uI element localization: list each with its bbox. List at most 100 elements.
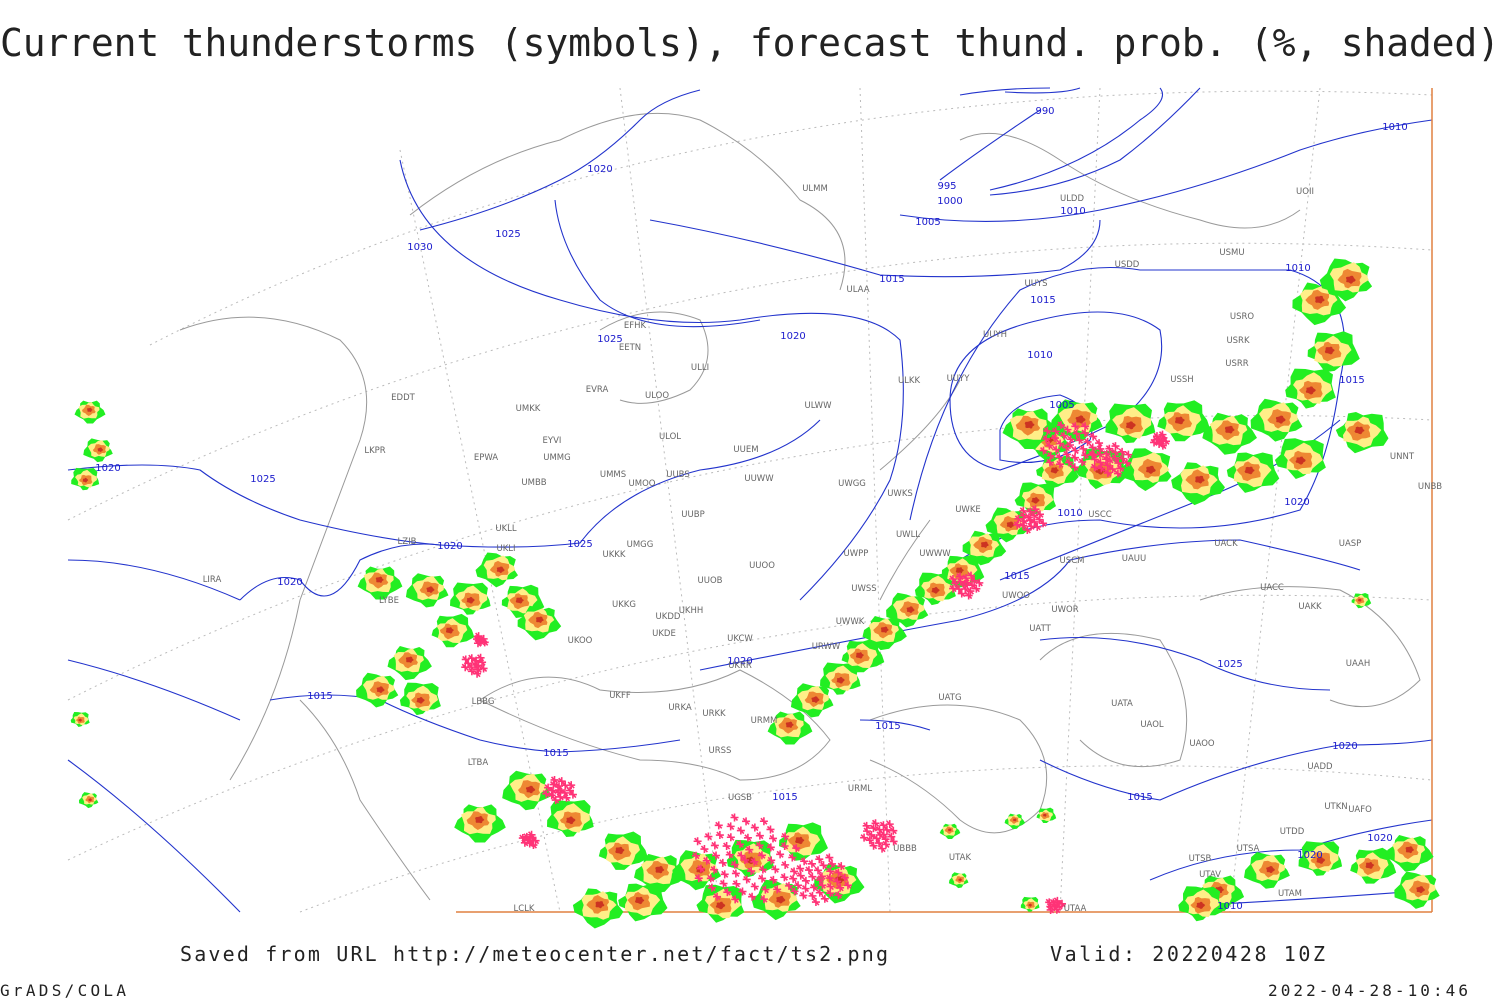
station-label: EFHK bbox=[624, 321, 647, 331]
thunder-symbol bbox=[771, 865, 780, 874]
station-label: UKLI bbox=[496, 544, 515, 554]
station-label: EVRA bbox=[586, 385, 609, 395]
thunder-symbol bbox=[790, 867, 799, 876]
thunder-symbol bbox=[567, 781, 576, 790]
shade-blob bbox=[615, 846, 625, 855]
thunder-symbol bbox=[833, 877, 842, 886]
station-label: UMMS bbox=[600, 470, 626, 480]
valid-time: Valid: 20220428 10Z bbox=[1050, 942, 1325, 966]
thunder-symbol bbox=[1081, 451, 1090, 460]
thunder-symbol bbox=[796, 871, 805, 880]
shade-blob bbox=[1346, 275, 1356, 284]
shade-blob bbox=[515, 597, 524, 604]
station-label: UACK bbox=[1214, 539, 1238, 549]
thunder-symbol bbox=[967, 571, 976, 580]
thunder-symbol bbox=[743, 833, 752, 842]
thunder-symbol bbox=[840, 873, 849, 882]
thunder-symbol bbox=[869, 841, 878, 850]
station-label: USDD bbox=[1115, 260, 1140, 270]
thunder-symbol bbox=[815, 855, 824, 864]
station-label: UATG bbox=[938, 693, 961, 703]
station-label: UATA bbox=[1111, 699, 1133, 709]
isobar-label: 1010 bbox=[1217, 901, 1242, 912]
thunder-symbol bbox=[790, 887, 799, 896]
thunder-symbol bbox=[750, 823, 759, 832]
isobar-label: 1010 bbox=[1382, 122, 1407, 133]
thunder-symbol bbox=[476, 653, 485, 662]
thunder-symbol bbox=[755, 841, 764, 850]
station-label: UUBS bbox=[666, 470, 690, 480]
shade-blob bbox=[1013, 818, 1017, 822]
station-label: UWSS bbox=[851, 584, 876, 594]
thunder-symbol bbox=[1066, 435, 1075, 444]
thunder-symbol bbox=[1057, 899, 1066, 908]
thunder-symbol bbox=[556, 792, 565, 801]
isobar-label: 1010 bbox=[1285, 263, 1310, 274]
station-label: ULMM bbox=[802, 184, 828, 194]
station-label: ULKK bbox=[898, 376, 921, 386]
thunder-symbol bbox=[807, 859, 816, 868]
shade-blob bbox=[811, 696, 820, 703]
isobar-label: 1015 bbox=[875, 721, 900, 732]
shade-blob bbox=[1024, 420, 1035, 429]
thunder-symbol bbox=[799, 891, 808, 900]
shade-blob bbox=[1316, 856, 1326, 864]
station-label: UGSB bbox=[728, 793, 752, 803]
thunder-symbol bbox=[825, 853, 834, 862]
station-label: URKK bbox=[702, 709, 726, 719]
thunder-symbol bbox=[1062, 450, 1071, 459]
thunder-symbol bbox=[955, 572, 964, 581]
station-label: USRO bbox=[1230, 312, 1255, 322]
thunder-symbol bbox=[742, 817, 751, 826]
title: Current thunderstorms (symbols), forecas… bbox=[0, 21, 1500, 65]
thunder-symbol bbox=[527, 830, 536, 839]
isobar-label: 1020 bbox=[1332, 741, 1357, 752]
thunder-symbol bbox=[1042, 434, 1051, 443]
station-label: LIRA bbox=[203, 575, 222, 585]
station-label: UUOO bbox=[749, 561, 775, 571]
shade-blob bbox=[496, 566, 505, 574]
thunder-symbol bbox=[781, 832, 790, 841]
thunder-symbol bbox=[1023, 525, 1032, 534]
isobar-label: 1020 bbox=[587, 164, 612, 175]
station-label: LZIB bbox=[398, 537, 417, 547]
thunder-symbol bbox=[828, 859, 837, 868]
station-label: UAFO bbox=[1348, 805, 1372, 815]
shade-blob bbox=[1196, 901, 1206, 909]
thunder-symbol bbox=[1158, 430, 1167, 439]
thunder-symbol bbox=[710, 841, 719, 850]
shade-blob bbox=[1324, 346, 1335, 355]
thunder-symbol bbox=[1102, 449, 1111, 458]
shade-blob bbox=[1075, 415, 1086, 424]
thunder-symbol bbox=[1052, 445, 1061, 454]
thunder-symbol bbox=[826, 889, 835, 898]
isobar-label: 1010 bbox=[1060, 206, 1085, 217]
station-label: UATT bbox=[1029, 624, 1051, 634]
station-label: UWWW bbox=[919, 549, 951, 559]
thunder-symbol bbox=[949, 575, 958, 584]
isobar-label: 1015 bbox=[1030, 295, 1055, 306]
thunder-symbol bbox=[518, 834, 527, 843]
isobar-label: 1005 bbox=[1049, 400, 1074, 411]
station-label: UADD bbox=[1307, 762, 1333, 772]
shade-blob bbox=[958, 878, 963, 882]
thunder-symbol bbox=[461, 655, 470, 664]
thunder-symbol bbox=[1158, 441, 1167, 450]
thunder-symbol bbox=[1161, 437, 1170, 446]
thunder-symbol bbox=[745, 845, 754, 854]
thunder-symbol bbox=[1033, 522, 1042, 531]
thunder-symbol bbox=[1064, 458, 1073, 467]
thunder-symbol bbox=[776, 850, 785, 859]
shade-blob bbox=[931, 587, 940, 594]
thunder-symbol bbox=[551, 796, 560, 805]
station-label: ULAA bbox=[846, 285, 869, 295]
thunder-symbol bbox=[789, 874, 798, 883]
thunder-symbol bbox=[769, 875, 778, 884]
thunder-symbol bbox=[879, 821, 888, 830]
shade-blob bbox=[97, 447, 104, 452]
station-label: UKKG bbox=[612, 600, 636, 610]
thunder-symbol bbox=[531, 836, 540, 845]
station-label: UWOR bbox=[1051, 605, 1078, 615]
isobar-label: 1015 bbox=[543, 748, 568, 759]
station-label: UTKN bbox=[1324, 802, 1347, 812]
